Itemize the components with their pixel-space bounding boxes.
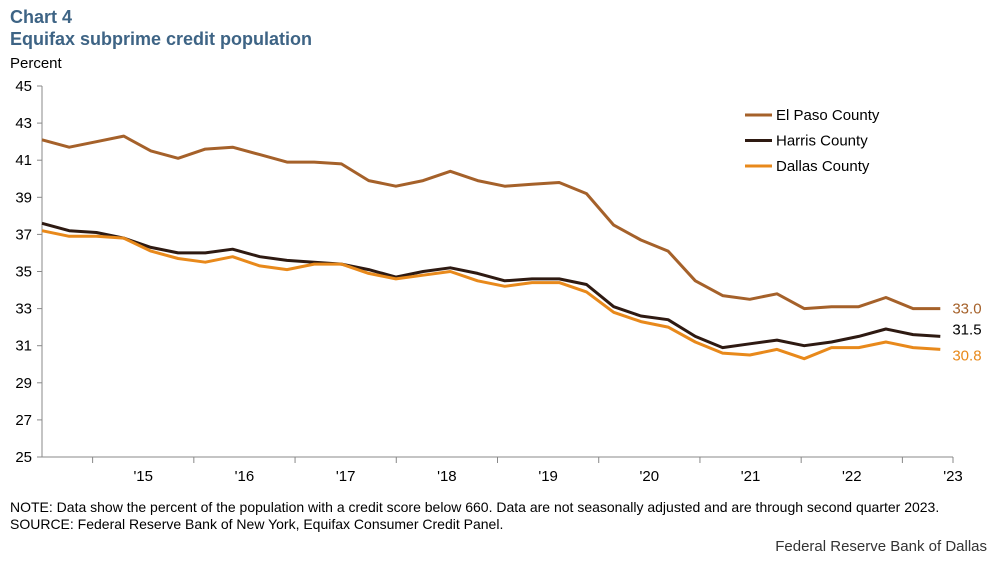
x-tick-label: '17 <box>336 468 356 485</box>
x-tick-label: '16 <box>235 468 255 485</box>
title-block: Chart 4 Equifax subprime credit populati… <box>10 6 312 50</box>
credit-text: Federal Reserve Bank of Dallas <box>775 538 987 555</box>
legend-label: Harris County <box>776 133 868 150</box>
y-tick-label: 35 <box>15 264 32 281</box>
y-tick-label: 25 <box>15 449 32 466</box>
y-tick-label: 33 <box>15 301 32 318</box>
x-tick-label: '20 <box>640 468 660 485</box>
legend-label: Dallas County <box>776 158 870 175</box>
x-tick-label: '18 <box>437 468 457 485</box>
y-tick-label: 45 <box>15 78 32 95</box>
series-line-harris-county <box>41 221 941 350</box>
x-tick-label: '15 <box>133 468 153 485</box>
y-tick-label: 37 <box>15 226 32 243</box>
y-tick-label: 31 <box>15 338 32 355</box>
series-line-el-paso-county <box>41 134 941 311</box>
y-axis-label: Percent <box>10 55 62 72</box>
y-tick-label: 29 <box>15 375 32 392</box>
legend-label: El Paso County <box>776 107 880 124</box>
end-value-label: 33.0 <box>952 301 981 318</box>
x-tick-label: '21 <box>741 468 761 485</box>
y-tick-label: 27 <box>15 412 32 429</box>
series-line-dallas-county <box>41 229 941 361</box>
x-tick-label: '23 <box>943 468 963 485</box>
note-text: NOTE: Data show the percent of the popul… <box>10 499 940 515</box>
chart-number: Chart 4 <box>10 7 73 27</box>
x-tick-label: '22 <box>842 468 862 485</box>
y-tick-label: 41 <box>15 152 32 169</box>
y-tick-label: 39 <box>15 189 32 206</box>
source-text: SOURCE: Federal Reserve Bank of New York… <box>10 516 504 532</box>
end-value-label: 30.8 <box>952 347 981 364</box>
notes: NOTE: Data show the percent of the popul… <box>10 499 939 533</box>
x-tick-label: '19 <box>538 468 558 485</box>
end-value-label: 31.5 <box>952 321 981 338</box>
y-tick-label: 43 <box>15 115 32 132</box>
chart-title: Equifax subprime credit population <box>10 29 313 49</box>
